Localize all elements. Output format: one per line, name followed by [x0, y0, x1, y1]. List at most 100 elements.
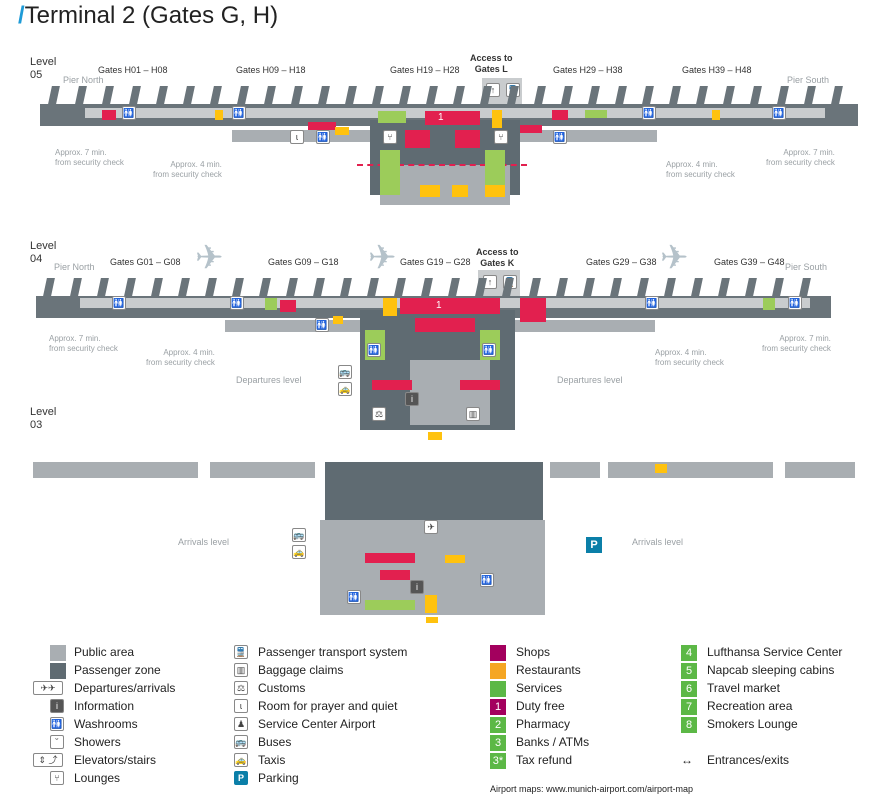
- washroom-icon: 🚻: [645, 296, 659, 310]
- gate-pier: [696, 86, 708, 104]
- services: [365, 600, 415, 610]
- access-gates-l: Access to Gates L: [470, 53, 513, 74]
- gate-pier: [394, 278, 406, 296]
- gate-pier: [75, 86, 87, 104]
- gate-pier: [588, 86, 600, 104]
- shop: [380, 570, 410, 580]
- shop: [102, 110, 116, 120]
- gates-label: Gates H09 – H18: [236, 65, 306, 75]
- elevator-stairs-icon: ⇕ ⤴: [33, 753, 63, 767]
- shop: [520, 125, 542, 133]
- level-05-label: Level 05: [30, 56, 57, 81]
- restaurants-swatch: [490, 663, 506, 679]
- restaurant: [420, 185, 440, 197]
- gate-pier: [259, 278, 271, 296]
- shop: [372, 380, 412, 390]
- legend-label: Departures/arrivals: [74, 681, 176, 695]
- arrivals-bar: [550, 462, 600, 478]
- info-icon: i: [50, 699, 64, 713]
- services: [378, 111, 406, 123]
- duty-free-number: 1: [436, 300, 442, 311]
- duty-free-1: [400, 298, 500, 314]
- parking-icon[interactable]: P: [586, 537, 602, 553]
- gate-pier: [340, 278, 352, 296]
- gate-pier: [124, 278, 136, 296]
- legend-label: Information: [74, 699, 135, 713]
- legend-label: Parking: [258, 771, 299, 785]
- shop: [365, 553, 415, 563]
- legend-label: Public area: [74, 645, 135, 659]
- lufthansa-swatch: 4: [681, 645, 697, 661]
- gates-label: Gates G01 – G08: [110, 257, 181, 267]
- arrivals-bar: [608, 462, 773, 478]
- departures-arrivals-icon: ✈✈: [33, 681, 63, 695]
- gate-pier: [669, 86, 681, 104]
- arrivals-bar: [210, 462, 315, 478]
- bus-icon: 🚌: [338, 365, 352, 379]
- gate-pier: [372, 86, 384, 104]
- gate-pier: [210, 86, 222, 104]
- departures-level-label: Departures level: [557, 375, 623, 385]
- restaurant: [215, 110, 223, 120]
- gates-label: Gates H39 – H48: [682, 65, 752, 75]
- title-text: Terminal 2 (Gates G, H): [24, 2, 279, 29]
- banks-swatch: 3: [490, 735, 506, 751]
- pharmacy-swatch: 2: [490, 717, 506, 733]
- bus-icon: 🚌: [234, 735, 248, 749]
- passenger-zone-swatch: [50, 663, 66, 679]
- customs-icon: ⚖: [372, 407, 386, 421]
- taxi-icon: 🚕: [234, 753, 248, 767]
- gates-label: Gates G29 – G38: [586, 257, 657, 267]
- walk-time: Approx. 7 min. from security check: [762, 334, 831, 353]
- entrance-exit-icon: ↔: [681, 753, 693, 767]
- legend-label: Banks / ATMs: [516, 735, 590, 749]
- access-gates-k: Access to Gates K: [476, 247, 519, 268]
- walk-time: Approx. 4 min. from security check: [146, 348, 215, 367]
- washroom-icon: 🚻: [642, 106, 656, 120]
- gate-pier: [345, 86, 357, 104]
- gate-pier: [610, 278, 622, 296]
- legend-label: Showers: [74, 735, 121, 749]
- gate-pier: [178, 278, 190, 296]
- shop: [405, 130, 430, 148]
- smokers-swatch: 8: [681, 717, 697, 733]
- washroom-icon: 🚻: [316, 130, 330, 144]
- gate-pier: [642, 86, 654, 104]
- gate-pier: [156, 86, 168, 104]
- gate-pier: [691, 278, 703, 296]
- legend-label: Passenger zone: [74, 663, 161, 677]
- footer-link[interactable]: Airport maps: www.munich-airport.com/air…: [490, 784, 694, 794]
- legend-label: Baggage claims: [258, 663, 344, 677]
- gate-pier: [43, 278, 55, 296]
- service-center-icon: ♟: [234, 717, 248, 731]
- security-line: [357, 164, 527, 166]
- gate-pier: [97, 278, 109, 296]
- plane-icon: ✈: [424, 520, 438, 534]
- legend-label: Passenger transport system: [258, 645, 408, 659]
- legend-label: Entrances/exits: [707, 753, 790, 767]
- bus-icon: 🚌: [292, 528, 306, 542]
- washroom-icon: 🚻: [482, 343, 496, 357]
- restaurant: [492, 110, 502, 128]
- gates-label: Gates H01 – H08: [98, 65, 168, 75]
- washroom-icon: 🚻: [315, 318, 329, 332]
- legend-label: Duty free: [516, 699, 565, 713]
- legend-label: Lufthansa Service Center: [707, 645, 843, 659]
- gate-pier: [313, 278, 325, 296]
- prayer-icon: ɩ: [290, 130, 304, 144]
- washroom-icon: 🚻: [230, 296, 244, 310]
- restaurant: [428, 432, 442, 440]
- restaurant: [383, 298, 397, 316]
- legend-label: Taxis: [258, 753, 286, 767]
- pier-north-label: Pier North: [54, 262, 95, 272]
- washroom-icon: 🚻: [232, 106, 246, 120]
- legend-label: Pharmacy: [516, 717, 571, 731]
- gates-label: Gates H29 – H38: [553, 65, 623, 75]
- arrivals-bar: [33, 462, 198, 478]
- legend-label: Recreation area: [707, 699, 793, 713]
- gate-pier: [777, 86, 789, 104]
- gate-pier: [291, 86, 303, 104]
- legend-label: Room for prayer and quiet: [258, 699, 398, 713]
- level-04-label: Level 04: [30, 240, 57, 265]
- gates-label: Gates G09 – G18: [268, 257, 339, 267]
